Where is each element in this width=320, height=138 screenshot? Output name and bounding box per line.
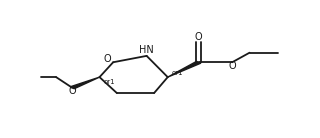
Text: O: O	[68, 86, 76, 96]
Text: O: O	[104, 54, 111, 63]
Text: or1: or1	[172, 70, 183, 76]
Text: or1: or1	[103, 79, 115, 85]
Polygon shape	[70, 77, 100, 89]
Text: HN: HN	[139, 44, 154, 55]
Polygon shape	[168, 61, 201, 77]
Text: O: O	[228, 61, 236, 71]
Text: O: O	[195, 32, 203, 42]
